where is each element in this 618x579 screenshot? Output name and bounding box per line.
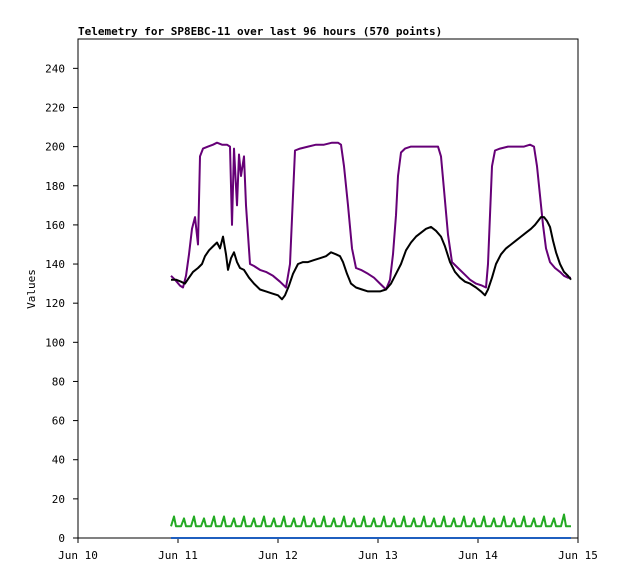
y-tick-label: 0 [58,532,65,545]
x-tick-label: Jun 14 [458,549,498,562]
x-tick-label: Jun 12 [258,549,298,562]
y-tick-label: 180 [45,180,65,193]
chart-title: Telemetry for SP8EBC-11 over last 96 hou… [78,25,442,38]
series-line-3 [170,513,571,528]
y-tick-label: 20 [52,493,65,506]
y-tick-label: 120 [45,297,65,310]
y-axis-label: Values [25,269,38,309]
y-tick-label: 200 [45,141,65,154]
y-tick-label: 40 [52,454,65,467]
x-axis-ticks: Jun 10 Jun 11 Jun 12 Jun 13 Jun 14 Jun 15 [58,538,598,562]
y-tick-label: 160 [45,219,65,232]
y-tick-label: 100 [45,336,65,349]
series-line-1 [170,141,571,291]
x-tick-label: Jun 11 [158,549,198,562]
x-tick-label: Jun 15 [558,549,598,562]
y-tick-label: 240 [45,62,65,75]
y-tick-label: 140 [45,258,65,271]
y-tick-label: 80 [52,375,65,388]
x-tick-label: Jun 10 [58,549,98,562]
y-tick-label: 220 [45,101,65,114]
x-tick-label: Jun 13 [358,549,398,562]
plot-frame [77,38,579,539]
series-lines [170,141,572,539]
y-axis-ticks: 0 20 40 60 80 100 120 140 160 180 200 220 240 [45,62,78,545]
series-line-2 [171,216,572,301]
y-tick-label: 60 [52,415,65,428]
